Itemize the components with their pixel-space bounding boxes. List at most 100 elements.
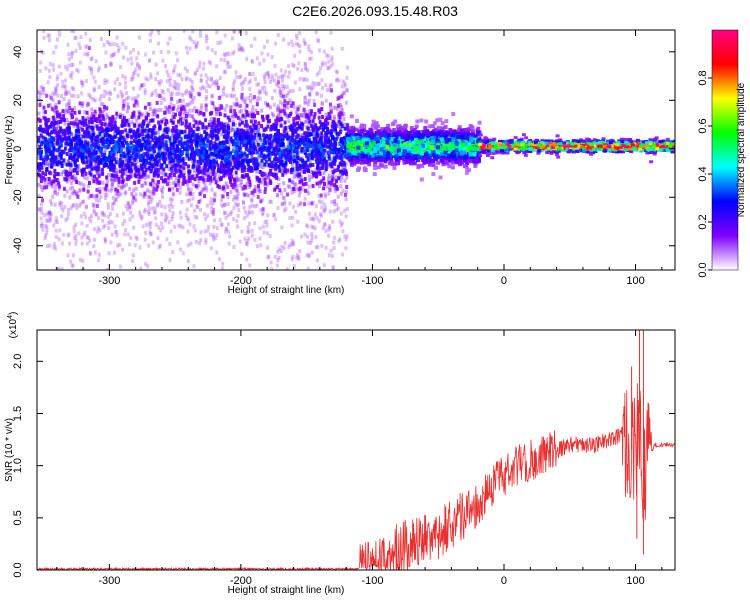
spectrogram-cell [40,149,44,154]
spectrogram-cell [240,120,244,125]
spectrogram-cell [286,136,290,141]
spectrogram-cell [50,157,54,162]
spectrogram-cell [328,147,332,152]
spectrogram-cell [222,164,226,169]
spectrogram-cell [215,145,219,150]
spectrogram-cell [292,174,296,179]
spectrogram-cell [186,139,190,144]
spectrogram-cell [89,156,93,161]
spectrogram-cell [87,164,91,169]
spectrogram-cell [44,66,48,71]
spectrogram-cell [68,177,72,182]
spectrogram-cell [311,170,315,175]
spectrogram-cell [154,183,158,188]
spectrogram-cell [123,75,127,80]
spectrogram-cell [317,48,321,53]
spectrogram-cell [225,154,229,159]
spectrogram-cell [103,133,107,138]
spectrogram-cell [188,139,192,144]
spectrogram-cell [221,266,225,270]
spectrogram-cell [223,33,227,38]
spectrogram-cell [186,150,190,155]
spectrogram-cell [81,127,85,132]
spectrogram-cell [252,157,256,162]
spectrogram-cell [245,109,249,114]
spectrogram-cell [64,110,68,115]
spectrogram-cell [195,165,199,170]
spectrogram-cell [45,144,49,149]
spectrogram-cell [171,149,175,154]
spectrogram-cell [214,80,218,85]
spectrogram-cell [121,106,125,111]
spectrogram-cell [188,101,192,106]
spectrogram-cell [272,102,276,107]
spectrogram-cell [291,125,295,130]
spectrogram-cell [239,45,243,50]
spectrogram-cell [191,114,195,119]
spectrogram-cell [44,110,48,115]
spectrogram-cell [188,77,192,82]
spectrogram-cell [214,136,218,141]
spectrogram-cell [222,122,226,127]
spectrogram-cell [120,163,124,168]
spectrogram-cell [198,120,202,125]
spectrogram-cell [196,91,200,96]
spectrogram-cell [76,149,80,154]
spectrogram-cell [55,37,59,42]
spectrogram-cell [246,173,250,178]
spectrogram-cell [214,150,218,155]
spectrogram-cell [216,124,220,129]
spectrogram-cell [60,205,64,210]
spectrogram-cell [286,151,290,156]
spectrogram-cell [288,201,292,206]
spectrogram-cell [119,264,123,269]
spectrogram-cell [151,150,155,155]
spectrogram-cell [177,223,181,228]
spectrogram-cell [55,148,59,153]
spectrogram-cell [195,68,199,73]
spectrogram-cell [120,123,124,128]
spectrogram-cell [57,64,61,69]
spectrogram-cell [240,186,244,191]
spectrogram-cell [118,169,122,174]
spectrogram-cell [162,178,166,183]
spectrogram-cell [324,154,328,159]
spectrogram-cell [314,123,318,128]
spectrogram-cell [37,96,41,101]
spectrogram-cell [151,128,155,133]
spectrogram-cell [198,120,202,125]
spectrogram-cell [58,200,62,205]
spectrogram-cell [39,156,43,161]
spectrogram-cell [240,161,244,166]
spectrogram-cell [338,150,342,155]
spectrogram-cell [290,39,294,44]
spectrogram-cell [166,88,170,93]
spectrogram-cell [144,167,148,172]
spectrogram-cell [122,115,126,120]
spectrogram-cell [132,103,136,108]
spectrogram-cell [146,77,150,82]
spectrogram-cell [210,179,214,184]
spectrogram-cell [250,190,254,195]
spectrogram-cell [79,125,83,130]
spectrogram-cell [326,150,330,155]
spectrogram-cell [328,148,332,153]
spectrogram-cell [288,216,292,221]
spectrogram-cell [211,163,215,168]
spectrogram-cell [38,167,42,172]
spectrogram-cell [59,119,63,124]
spectrogram-cell [225,103,229,108]
spectrogram-cell [314,30,318,35]
spectrogram-cell [46,103,50,108]
spectrogram-cell [232,245,236,250]
spectrogram-cell [133,70,137,75]
spectrogram-cell [230,114,234,119]
spectrogram-cell [113,117,117,122]
spectrogram-cell [294,186,298,191]
spectrogram-cell [332,124,336,129]
spectrogram-cell [163,218,167,223]
spectrogram-cell [135,62,139,67]
spectrogram-cell [184,114,188,119]
spectrogram-cell [297,175,301,180]
spectrogram-cell [200,151,204,156]
